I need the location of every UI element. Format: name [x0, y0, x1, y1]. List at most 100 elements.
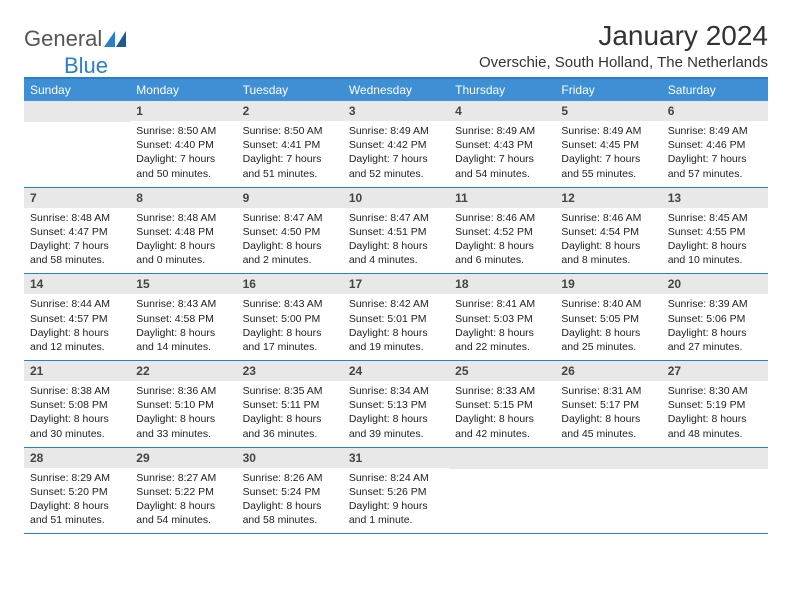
day-number: 18 — [449, 274, 555, 294]
sunrise-text: Sunrise: 8:49 AM — [349, 124, 443, 138]
daylight-text: Daylight: 8 hours and 58 minutes. — [243, 499, 337, 527]
location-text: Overschie, South Holland, The Netherland… — [479, 54, 768, 71]
day-number: 20 — [662, 274, 768, 294]
day-number: 15 — [130, 274, 236, 294]
day-number: 14 — [24, 274, 130, 294]
daylight-text: Daylight: 8 hours and 27 minutes. — [668, 326, 762, 354]
logo-text-general: General — [24, 26, 102, 52]
sunrise-text: Sunrise: 8:50 AM — [136, 124, 230, 138]
day-details: Sunrise: 8:24 AMSunset: 5:26 PMDaylight:… — [343, 468, 449, 534]
week-row: 14Sunrise: 8:44 AMSunset: 4:57 PMDayligh… — [24, 274, 768, 361]
day-details: Sunrise: 8:50 AMSunset: 4:41 PMDaylight:… — [237, 121, 343, 187]
day-cell: 10Sunrise: 8:47 AMSunset: 4:51 PMDayligh… — [343, 188, 449, 274]
sunrise-text: Sunrise: 8:48 AM — [30, 211, 124, 225]
day-details: Sunrise: 8:46 AMSunset: 4:52 PMDaylight:… — [449, 208, 555, 274]
sunrise-text: Sunrise: 8:46 AM — [561, 211, 655, 225]
day-header: Saturday — [662, 79, 768, 101]
sunrise-text: Sunrise: 8:34 AM — [349, 384, 443, 398]
day-details: Sunrise: 8:30 AMSunset: 5:19 PMDaylight:… — [662, 381, 768, 447]
day-number: 22 — [130, 361, 236, 381]
day-number: 11 — [449, 188, 555, 208]
day-cell: 30Sunrise: 8:26 AMSunset: 5:24 PMDayligh… — [237, 448, 343, 534]
day-header: Friday — [555, 79, 661, 101]
sunrise-text: Sunrise: 8:47 AM — [349, 211, 443, 225]
day-details: Sunrise: 8:41 AMSunset: 5:03 PMDaylight:… — [449, 294, 555, 360]
sunset-text: Sunset: 5:15 PM — [455, 398, 549, 412]
day-details: Sunrise: 8:36 AMSunset: 5:10 PMDaylight:… — [130, 381, 236, 447]
day-details: Sunrise: 8:46 AMSunset: 4:54 PMDaylight:… — [555, 208, 661, 274]
day-details: Sunrise: 8:49 AMSunset: 4:42 PMDaylight:… — [343, 121, 449, 187]
day-header: Tuesday — [237, 79, 343, 101]
day-details: Sunrise: 8:48 AMSunset: 4:48 PMDaylight:… — [130, 208, 236, 274]
sunrise-text: Sunrise: 8:27 AM — [136, 471, 230, 485]
daylight-text: Daylight: 8 hours and 42 minutes. — [455, 412, 549, 440]
daylight-text: Daylight: 7 hours and 50 minutes. — [136, 152, 230, 180]
day-number: 7 — [24, 188, 130, 208]
day-details: Sunrise: 8:43 AMSunset: 4:58 PMDaylight:… — [130, 294, 236, 360]
sunset-text: Sunset: 4:58 PM — [136, 312, 230, 326]
day-details: Sunrise: 8:31 AMSunset: 5:17 PMDaylight:… — [555, 381, 661, 447]
sunrise-text: Sunrise: 8:24 AM — [349, 471, 443, 485]
title-block: January 2024 Overschie, South Holland, T… — [479, 20, 768, 71]
week-row: 7Sunrise: 8:48 AMSunset: 4:47 PMDaylight… — [24, 188, 768, 275]
page-header: General January 2024 Overschie, South Ho… — [24, 20, 768, 71]
sunset-text: Sunset: 5:17 PM — [561, 398, 655, 412]
day-number: 5 — [555, 101, 661, 121]
daylight-text: Daylight: 7 hours and 57 minutes. — [668, 152, 762, 180]
day-cell: 29Sunrise: 8:27 AMSunset: 5:22 PMDayligh… — [130, 448, 236, 534]
day-cell: 21Sunrise: 8:38 AMSunset: 5:08 PMDayligh… — [24, 361, 130, 447]
day-cell: 31Sunrise: 8:24 AMSunset: 5:26 PMDayligh… — [343, 448, 449, 534]
day-number: 2 — [237, 101, 343, 121]
day-cell: 8Sunrise: 8:48 AMSunset: 4:48 PMDaylight… — [130, 188, 236, 274]
day-header: Monday — [130, 79, 236, 101]
sunrise-text: Sunrise: 8:43 AM — [136, 297, 230, 311]
sunrise-text: Sunrise: 8:29 AM — [30, 471, 124, 485]
sunset-text: Sunset: 4:51 PM — [349, 225, 443, 239]
day-details: Sunrise: 8:49 AMSunset: 4:43 PMDaylight:… — [449, 121, 555, 187]
day-header: Wednesday — [343, 79, 449, 101]
day-number: 26 — [555, 361, 661, 381]
day-header: Thursday — [449, 79, 555, 101]
sunset-text: Sunset: 4:50 PM — [243, 225, 337, 239]
week-row: 28Sunrise: 8:29 AMSunset: 5:20 PMDayligh… — [24, 448, 768, 535]
day-cell — [449, 448, 555, 534]
day-number — [662, 448, 768, 469]
daylight-text: Daylight: 8 hours and 14 minutes. — [136, 326, 230, 354]
sunset-text: Sunset: 5:24 PM — [243, 485, 337, 499]
sunset-text: Sunset: 5:05 PM — [561, 312, 655, 326]
sunset-text: Sunset: 4:45 PM — [561, 138, 655, 152]
weeks-container: 1Sunrise: 8:50 AMSunset: 4:40 PMDaylight… — [24, 101, 768, 534]
sunrise-text: Sunrise: 8:50 AM — [243, 124, 337, 138]
day-number: 6 — [662, 101, 768, 121]
daylight-text: Daylight: 8 hours and 2 minutes. — [243, 239, 337, 267]
day-number: 19 — [555, 274, 661, 294]
sunset-text: Sunset: 4:42 PM — [349, 138, 443, 152]
day-cell: 15Sunrise: 8:43 AMSunset: 4:58 PMDayligh… — [130, 274, 236, 360]
day-number — [24, 101, 130, 122]
day-details: Sunrise: 8:44 AMSunset: 4:57 PMDaylight:… — [24, 294, 130, 360]
day-cell: 17Sunrise: 8:42 AMSunset: 5:01 PMDayligh… — [343, 274, 449, 360]
sunset-text: Sunset: 4:41 PM — [243, 138, 337, 152]
day-cell: 22Sunrise: 8:36 AMSunset: 5:10 PMDayligh… — [130, 361, 236, 447]
sunrise-text: Sunrise: 8:48 AM — [136, 211, 230, 225]
day-details: Sunrise: 8:49 AMSunset: 4:45 PMDaylight:… — [555, 121, 661, 187]
logo-text-blue: Blue — [64, 53, 108, 79]
day-details: Sunrise: 8:34 AMSunset: 5:13 PMDaylight:… — [343, 381, 449, 447]
day-cell: 11Sunrise: 8:46 AMSunset: 4:52 PMDayligh… — [449, 188, 555, 274]
sunset-text: Sunset: 5:13 PM — [349, 398, 443, 412]
daylight-text: Daylight: 8 hours and 51 minutes. — [30, 499, 124, 527]
day-cell: 4Sunrise: 8:49 AMSunset: 4:43 PMDaylight… — [449, 101, 555, 187]
daylight-text: Daylight: 8 hours and 8 minutes. — [561, 239, 655, 267]
day-details: Sunrise: 8:48 AMSunset: 4:47 PMDaylight:… — [24, 208, 130, 274]
sunrise-text: Sunrise: 8:39 AM — [668, 297, 762, 311]
sunset-text: Sunset: 4:55 PM — [668, 225, 762, 239]
day-number — [449, 448, 555, 469]
day-details: Sunrise: 8:33 AMSunset: 5:15 PMDaylight:… — [449, 381, 555, 447]
day-cell: 20Sunrise: 8:39 AMSunset: 5:06 PMDayligh… — [662, 274, 768, 360]
sunrise-text: Sunrise: 8:30 AM — [668, 384, 762, 398]
sunrise-text: Sunrise: 8:44 AM — [30, 297, 124, 311]
day-number: 12 — [555, 188, 661, 208]
sunset-text: Sunset: 5:08 PM — [30, 398, 124, 412]
daylight-text: Daylight: 8 hours and 30 minutes. — [30, 412, 124, 440]
day-number: 3 — [343, 101, 449, 121]
